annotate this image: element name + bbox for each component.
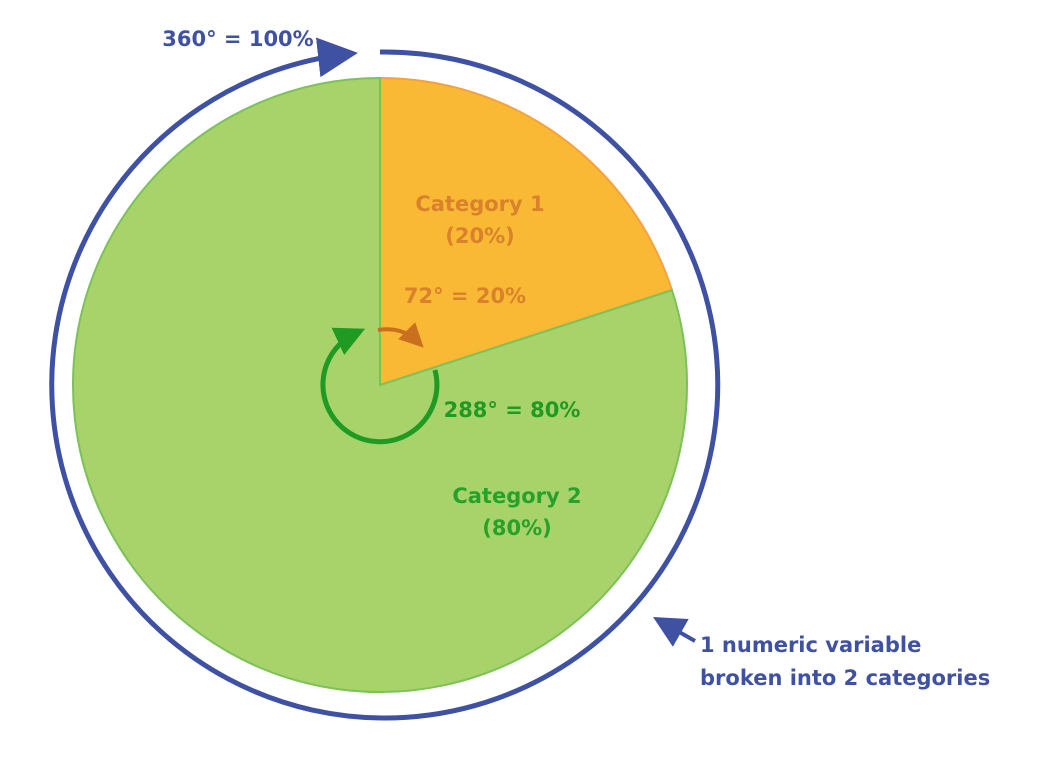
slice-label: Category 1 [415,192,544,216]
annotation: 288° = 80% [444,398,581,422]
pie [72,76,688,693]
pie-slice [379,76,674,387]
annotation: 1 numeric variable [700,633,921,657]
annotation: 360° = 100% [162,27,313,51]
note-arrow [653,617,696,647]
total-ring [49,37,721,721]
slice-label: Category 2 [452,484,581,508]
angle-arrow-1 [377,322,424,348]
value-label: (20%) [445,224,514,248]
pie-slice [72,76,688,693]
annotation: 72° = 20% [404,284,526,308]
angle-arrow-2 [320,327,440,445]
value-label: (80%) [482,516,551,540]
annotation: broken into 2 categories [700,666,990,690]
